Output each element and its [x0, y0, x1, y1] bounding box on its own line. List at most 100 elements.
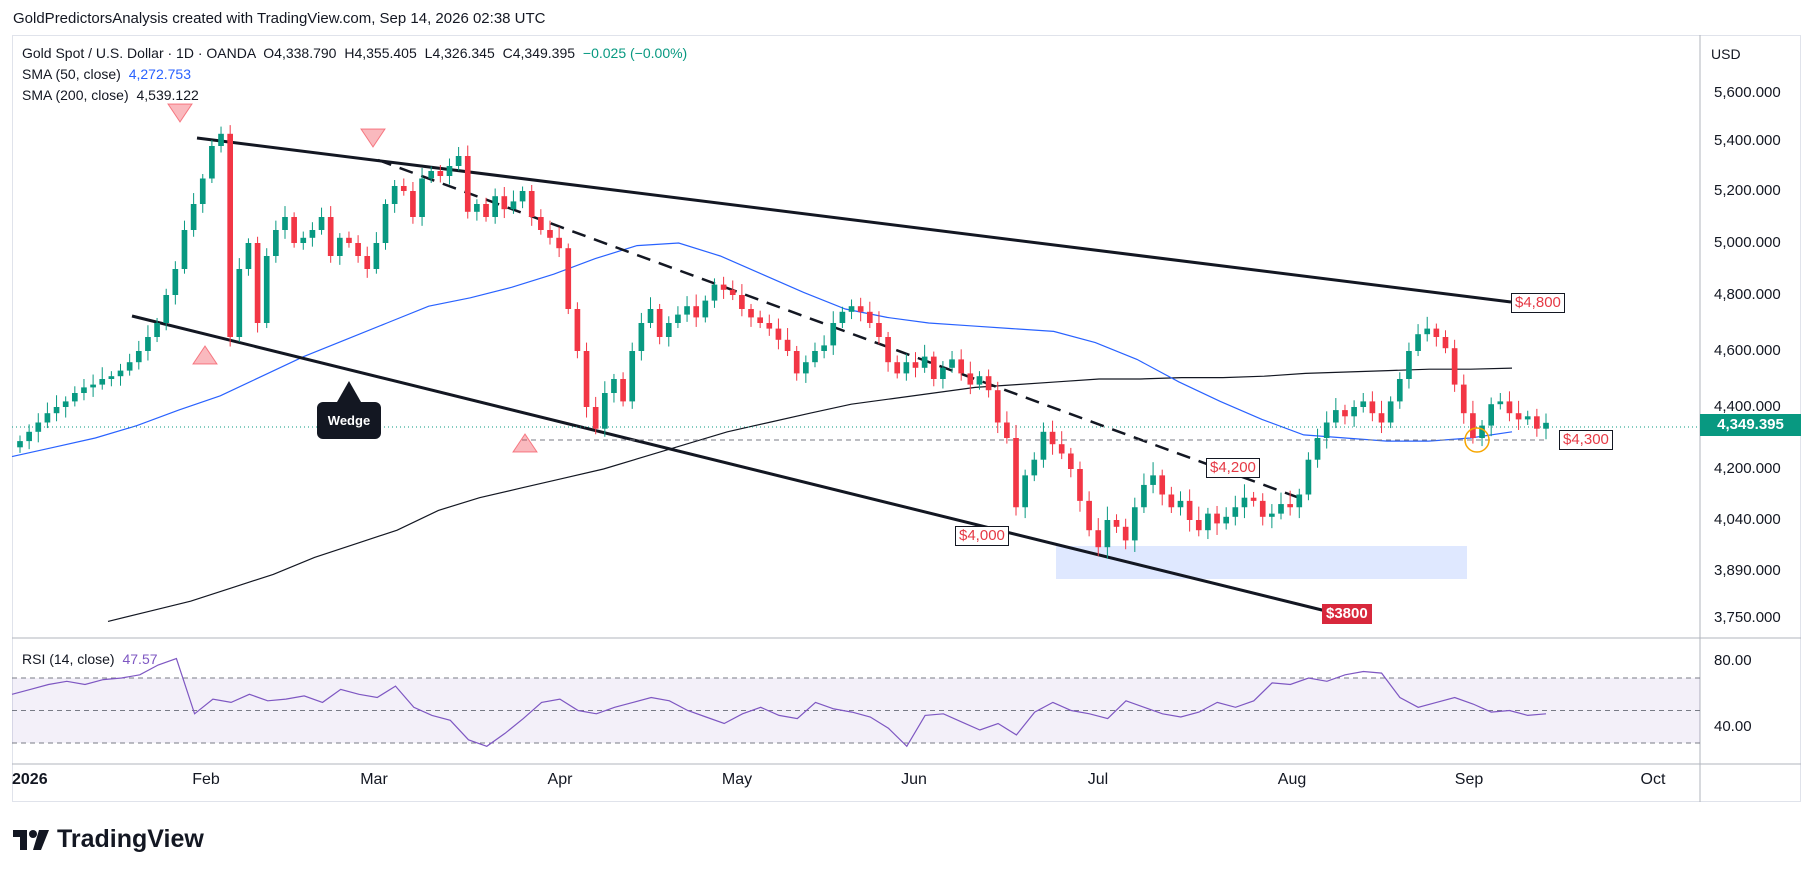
candle-body	[803, 362, 809, 374]
pivot-marker	[360, 128, 386, 148]
candle-body	[574, 309, 581, 351]
candle-body	[876, 323, 882, 337]
candle-body	[830, 323, 837, 346]
candle-body	[209, 146, 215, 179]
candle-body	[930, 356, 937, 379]
candle-body	[99, 379, 106, 385]
y-tick-label: 4,040.000	[1714, 511, 1781, 528]
candle-body	[492, 196, 498, 217]
candle-body	[1470, 413, 1476, 438]
candle-body	[1186, 500, 1193, 520]
candle-body	[437, 171, 444, 176]
y-tick-label: 4,600.000	[1714, 342, 1781, 359]
candle-body	[821, 345, 827, 351]
rsi-label: RSI (14, close)	[22, 651, 115, 667]
candle-body	[1534, 416, 1540, 429]
candle-body	[528, 191, 535, 217]
sma200-legend[interactable]: SMA (200, close) 4,539.122	[22, 87, 199, 103]
candle-body	[1378, 413, 1385, 423]
candle-body	[90, 384, 96, 388]
candle-body	[455, 156, 462, 166]
candle-body	[793, 351, 800, 374]
sma50-legend[interactable]: SMA (50, close) 4,272.753	[22, 66, 191, 82]
candle-body	[1022, 475, 1028, 508]
candle-body	[1287, 504, 1293, 508]
candle-body	[1232, 507, 1239, 517]
candle-body	[1159, 475, 1166, 495]
candle-body	[327, 217, 334, 256]
candle-body	[739, 295, 745, 309]
y-tick-label: 4,800.000	[1714, 286, 1781, 303]
candle-body	[985, 376, 992, 391]
candle-body	[656, 309, 663, 337]
last-price-badge: 4,349.395	[1700, 414, 1801, 436]
candle-body	[145, 337, 151, 351]
y-tick-label: 5,400.000	[1714, 132, 1781, 149]
high-value: H4,355.405	[344, 45, 417, 61]
rsi-tick-label: 80.00	[1714, 652, 1752, 669]
candle-body	[866, 311, 873, 323]
candle-body	[1406, 351, 1412, 379]
level-label-4300: $4,300	[1559, 430, 1613, 450]
candle-body	[1058, 444, 1065, 454]
sma200-line	[107, 367, 1513, 622]
x-tick-label: Apr	[547, 771, 573, 788]
candle-body	[446, 166, 453, 176]
candle-body	[190, 204, 197, 230]
x-tick-label: Jun	[901, 771, 927, 788]
candle-body	[620, 379, 626, 402]
candle-body	[364, 256, 371, 269]
candle-body	[1342, 410, 1348, 417]
tradingview-logo[interactable]: TradingView	[13, 825, 204, 854]
candle-body	[510, 201, 517, 210]
candle-body	[35, 422, 42, 432]
symbol-legend[interactable]: Gold Spot / U.S. Dollar · 1D · OANDA O4,…	[22, 45, 687, 61]
candle-body	[1259, 500, 1266, 517]
y-tick-label: 3,890.000	[1714, 562, 1781, 579]
candle-body	[967, 373, 974, 385]
candle-body	[912, 362, 919, 368]
candle-body	[976, 376, 983, 385]
candle-body	[1095, 530, 1102, 548]
candle-body	[1296, 494, 1303, 508]
candle-body	[181, 230, 188, 269]
candle-body	[117, 370, 124, 377]
level-label-4800: $4,800	[1511, 293, 1565, 313]
chart-caption: GoldPredictorsAnalysis created with Trad…	[13, 10, 546, 27]
candle-body	[1524, 416, 1531, 420]
candle-body	[135, 351, 142, 363]
candle-body	[547, 230, 553, 238]
x-tick-label: 2026	[12, 771, 48, 788]
candle-body	[1351, 407, 1357, 417]
candle-body	[26, 431, 32, 442]
candle-body	[1177, 500, 1184, 508]
sma50-line	[11, 242, 1513, 458]
candle-body	[1068, 453, 1074, 469]
candle-body	[665, 323, 672, 337]
currency-selector[interactable]: USD	[1711, 46, 1741, 62]
candle-body	[273, 230, 279, 256]
candle-body	[227, 133, 234, 337]
candle-body	[81, 387, 87, 393]
candle-body	[254, 243, 261, 323]
sma200-value: 4,539.122	[136, 87, 199, 103]
candle-body	[1223, 516, 1230, 524]
candle-body	[126, 362, 133, 371]
candle-body	[410, 191, 416, 217]
candle-body	[108, 376, 115, 379]
candle-body	[638, 323, 645, 351]
candle-body	[1205, 513, 1211, 531]
rsi-value: 47.57	[122, 651, 158, 667]
sma50-label: SMA (50, close)	[22, 66, 121, 82]
candle-body	[346, 237, 352, 243]
ohlc-values: O4,338.790 H4,355.405 L4,326.345 C4,349.…	[259, 45, 687, 61]
candle-body	[711, 284, 718, 301]
candle-body	[611, 379, 617, 393]
candle-body	[519, 191, 526, 202]
candle-body	[1369, 401, 1376, 414]
candle-body	[1497, 401, 1504, 405]
rsi-legend[interactable]: RSI (14, close) 47.57	[22, 651, 158, 667]
pivot-marker	[512, 433, 538, 453]
change-value: −0.025 (−0.00%)	[582, 45, 688, 61]
